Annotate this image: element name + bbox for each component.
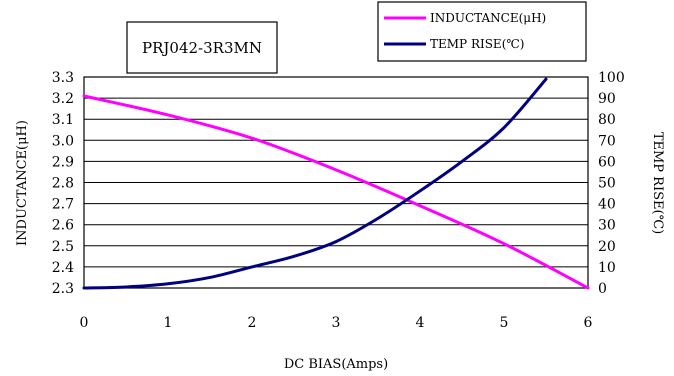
legend-label: TEMP RISE(℃) <box>430 37 524 51</box>
chart-title-box <box>126 21 278 74</box>
x-tick-label: 0 <box>80 315 89 331</box>
x-tick-label: 3 <box>332 315 341 331</box>
y-left-tick-label: 2.6 <box>52 218 74 234</box>
y-right-tick-label: 10 <box>598 260 616 276</box>
y-left-tick-label: 2.3 <box>52 281 74 297</box>
y-left-axis-ticks: 2.3 2.4 2.5 2.6 2.7 2.8 2.9 3.0 3.1 3.2 3.3 <box>52 70 74 297</box>
y-right-tick-label: 50 <box>598 176 616 192</box>
y-left-tick-label: 2.5 <box>52 239 74 255</box>
y-right-tick-label: 90 <box>598 91 616 107</box>
y-right-tick-label: 20 <box>598 239 616 255</box>
x-tick-label: 4 <box>416 315 425 331</box>
y-right-tick-label: 60 <box>598 154 616 170</box>
y-right-tick-label: 0 <box>598 281 607 297</box>
x-tick-label: 5 <box>500 315 509 331</box>
y-left-tick-label: 3.2 <box>52 91 74 107</box>
y-left-tick-label: 2.8 <box>52 176 74 192</box>
y-left-tick-label: 3.1 <box>52 112 74 128</box>
y-right-axis-ticks: 0 10 20 30 40 50 60 70 80 90 100 <box>598 70 625 297</box>
y-right-tick-label: 100 <box>598 70 625 86</box>
legend-label: INDUCTANCE(μH) <box>430 11 546 25</box>
x-tick-label: 6 <box>584 315 593 331</box>
x-tick-label: 2 <box>248 315 257 331</box>
y-left-tick-label: 2.7 <box>52 197 74 213</box>
series-line-inductance <box>82 94 590 290</box>
legend-box <box>377 1 587 62</box>
x-axis-title: DC BIAS(Amps) <box>284 357 388 372</box>
y-left-tick-label: 2.4 <box>52 260 74 276</box>
legend: INDUCTANCE(μH) TEMP RISE(℃) <box>384 11 546 51</box>
y-left-tick-label: 3.0 <box>52 133 74 149</box>
y-left-tick-label: 3.3 <box>52 70 74 86</box>
y-right-tick-label: 80 <box>598 112 616 128</box>
x-tick-label: 1 <box>164 315 173 331</box>
series-lines <box>82 77 590 290</box>
chart-title: PRJ042-3R3MN <box>142 39 262 57</box>
y-right-tick-label: 70 <box>598 133 616 149</box>
y-left-tick-label: 2.9 <box>52 154 74 170</box>
y-right-axis-title: TEMP RISE(℃) <box>650 132 665 234</box>
y-left-axis-title: INDUCTANCE(μH) <box>15 120 30 246</box>
x-axis-ticks: 0 1 2 3 4 5 6 <box>80 315 593 331</box>
y-right-tick-label: 30 <box>598 218 616 234</box>
y-right-tick-label: 40 <box>598 197 616 213</box>
gridlines <box>84 97 588 268</box>
series-line-temp-rise <box>82 77 548 290</box>
